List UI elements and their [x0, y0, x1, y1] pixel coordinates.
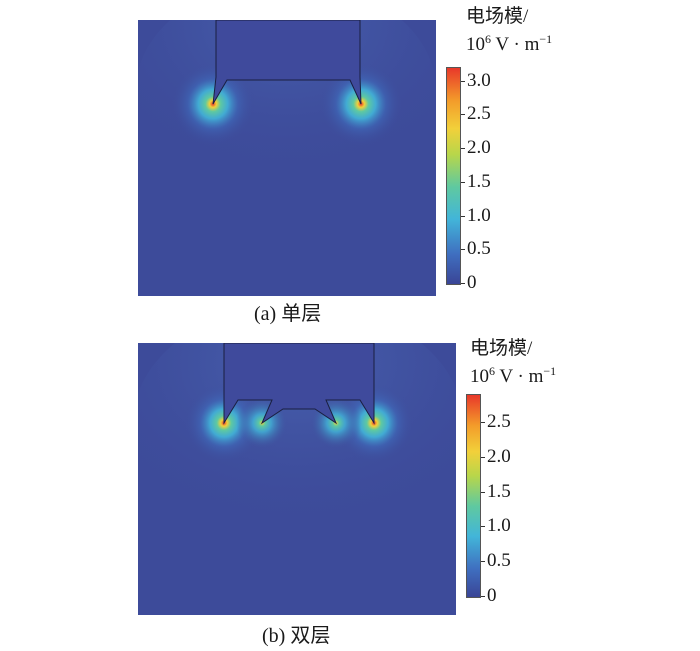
colorbar-tick-mark	[481, 526, 485, 528]
electrode	[212, 20, 362, 105]
colorbar-tick-label: 1.5	[467, 170, 491, 192]
colorbar-tick-mark	[461, 114, 465, 116]
colorbar-title-b: 电场模/ 106 V · m−1	[470, 338, 556, 388]
colorbar-tick-mark	[461, 215, 465, 217]
colorbar-tick-mark	[461, 148, 465, 149]
colorbar-tick-mark	[461, 249, 465, 251]
colorbar-tick-mark	[461, 181, 465, 183]
colorbar-tick-label: 2.5	[467, 103, 491, 125]
colorbar-title-line1: 电场模/	[470, 338, 533, 359]
colorbar-tick-mark	[481, 561, 485, 563]
electrode	[223, 343, 375, 425]
colorbar-tick-mark	[461, 283, 465, 284]
colorbar-tick-label: 0	[487, 585, 497, 606]
colorbar-tick-mark	[481, 491, 485, 493]
colorbar-tick-label: 0.5	[487, 550, 511, 572]
colorbar-tick-label: 2.5	[487, 410, 511, 432]
field-plot-b	[138, 343, 456, 615]
colorbar-title-line1: 电场模/	[466, 6, 529, 27]
colorbar-b	[466, 394, 481, 598]
colorbar-tick-label: 0	[467, 272, 477, 293]
colorbar-tick-label: 2.0	[487, 445, 511, 467]
field-svg-a	[138, 20, 436, 296]
colorbar-tick-label: 1.5	[487, 480, 511, 502]
colorbar-title-a: 电场模/ 106 V · m−1	[466, 6, 552, 56]
colorbar-tick-mark	[481, 596, 485, 597]
colorbar-title-line2: 106 V · m−1	[470, 364, 557, 387]
colorbar-tick-label: 1.0	[487, 515, 511, 537]
colorbar-a	[446, 67, 461, 285]
colorbar-tick-mark	[461, 80, 465, 82]
colorbar-title-line2: 106 V · m−1	[466, 32, 553, 55]
caption-b: (b) 双层	[262, 625, 331, 647]
colorbar-tick-label: 1.0	[467, 204, 491, 226]
caption-a: (a) 单层	[254, 303, 322, 325]
panel-a: 电场模/ 106 V · m−1 3.0 2.5 2.0 1.5 1.0 0.5 0 (a)…	[138, 6, 552, 325]
field-svg-b	[138, 343, 456, 615]
field-plot-a	[138, 20, 436, 296]
colorbar-tick-label: 2.0	[467, 137, 491, 158]
colorbar-tick-mark	[481, 456, 485, 458]
colorbar-tick-label: 3.0	[467, 69, 491, 91]
colorbar-tick-mark	[481, 421, 485, 423]
panel-b: 电场模/ 106 V · m−1 2.5 2.0 1.5 1.0 0.5 0 (b) 双层	[0, 330, 700, 651]
colorbar-tick-label: 0.5	[467, 238, 491, 260]
